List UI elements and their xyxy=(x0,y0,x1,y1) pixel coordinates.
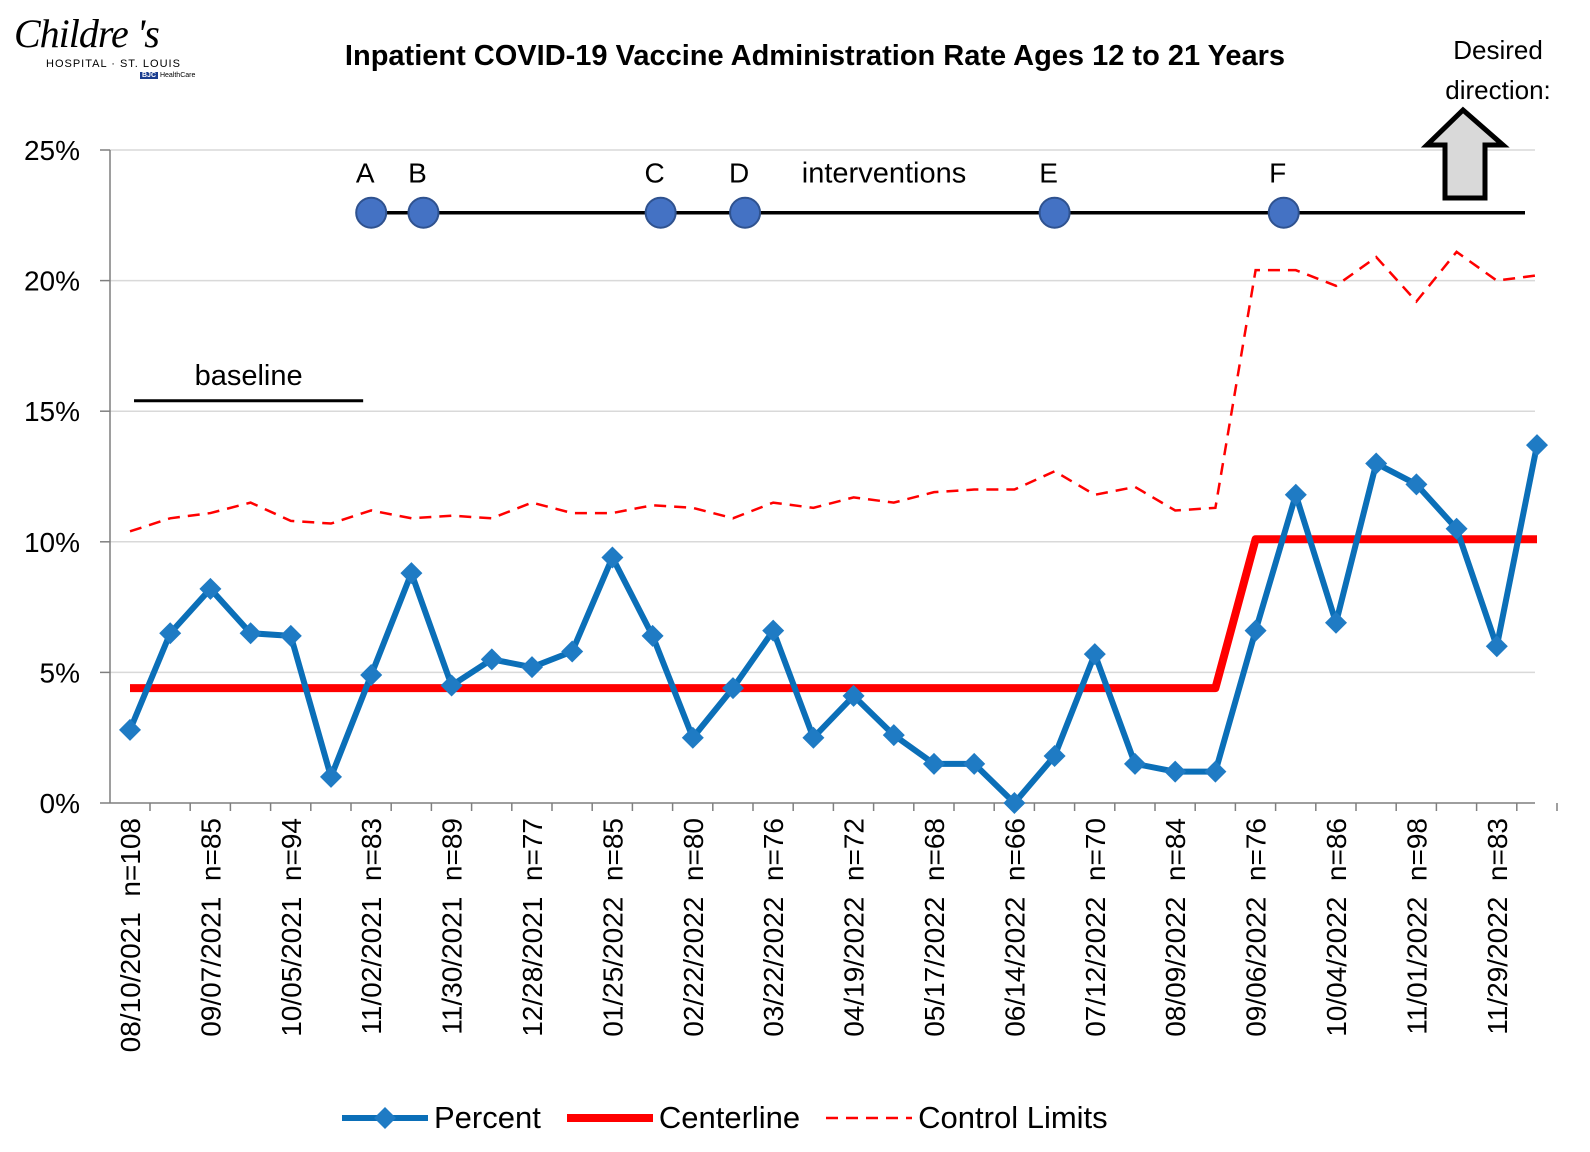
percent-marker xyxy=(1445,517,1468,540)
percent-marker xyxy=(882,724,905,747)
percent-marker xyxy=(239,622,262,645)
legend-percent-label: Percent xyxy=(434,1100,541,1135)
intervention-label: A xyxy=(356,158,375,189)
logo-partner-text: HealthCare xyxy=(159,72,196,79)
percent-marker xyxy=(923,752,945,775)
desired-direction-up-arrow-icon xyxy=(1420,106,1510,201)
legend-control-symbol xyxy=(826,1116,913,1120)
baseline-label: baseline xyxy=(195,360,303,392)
legend-item-centerline: Centerline xyxy=(565,1100,800,1136)
percent-marker xyxy=(159,622,182,645)
intervention-label: E xyxy=(1039,158,1058,189)
percent-marker xyxy=(1485,635,1508,658)
percent-marker xyxy=(360,664,383,687)
percent-marker xyxy=(279,624,302,647)
chart-legend: Percent Centerline Control Limits xyxy=(340,1098,1132,1138)
x-tick-label: 03/22/2022 n=76 xyxy=(758,818,789,1037)
x-tick-label: 11/30/2021 n=89 xyxy=(437,818,468,1035)
logo-name: Childre 's xyxy=(14,11,160,56)
percent-marker xyxy=(320,765,342,788)
percent-marker xyxy=(119,718,141,741)
logo-subtitle: HOSPITAL · ST. LOUIS xyxy=(46,58,181,70)
percent-marker xyxy=(842,684,865,707)
percent-marker xyxy=(641,624,664,647)
intervention-label: F xyxy=(1269,158,1286,189)
percent-marker xyxy=(1083,643,1106,666)
percent-marker xyxy=(400,562,423,585)
percent-marker xyxy=(440,674,463,697)
percent-marker xyxy=(521,656,543,679)
percent-marker xyxy=(1003,792,1026,814)
intervention-label: D xyxy=(729,158,749,189)
x-tick-label: 11/29/2022 n=83 xyxy=(1482,818,1513,1035)
y-tick-label: 15% xyxy=(24,396,80,427)
legend-percent-symbol xyxy=(342,1107,428,1129)
intervention-label: C xyxy=(645,158,665,189)
desired-direction-label: Desired direction: xyxy=(1445,35,1551,105)
x-tick-label: 12/28/2021 n=77 xyxy=(517,818,548,1037)
x-tick-label: 09/06/2022 n=76 xyxy=(1241,818,1272,1037)
percent-marker xyxy=(1124,752,1146,775)
legend-control-label: Control Limits xyxy=(918,1100,1108,1135)
percent-marker xyxy=(480,648,503,671)
percent-marker xyxy=(1405,473,1428,496)
percent-marker xyxy=(681,726,704,749)
chart-title: Inpatient COVID-19 Vaccine Administratio… xyxy=(344,40,1286,72)
intervention-dot xyxy=(644,196,677,229)
percent-marker xyxy=(601,546,624,569)
percent-marker xyxy=(1043,744,1066,767)
percent-marker xyxy=(762,619,785,642)
y-tick-label: 25% xyxy=(24,135,80,166)
x-tick-label: 08/10/2021 n=108 xyxy=(115,818,146,1052)
x-tick-label: 06/14/2022 n=66 xyxy=(999,818,1030,1037)
x-tick-label: 10/04/2022 n=86 xyxy=(1321,818,1352,1037)
x-tick-label: 05/17/2022 n=68 xyxy=(919,818,950,1037)
percent-marker xyxy=(1284,483,1307,506)
intervention-dot xyxy=(1267,196,1300,229)
childrens-hospital-logo: Childre 's HOSPITAL · ST. LOUIS BJC Heal… xyxy=(12,8,212,88)
legend-item-percent: Percent xyxy=(340,1100,541,1136)
legend-item-control-limits: Control Limits xyxy=(824,1100,1108,1136)
x-tick-label: 11/01/2022 n=98 xyxy=(1401,818,1432,1035)
percent-line xyxy=(127,444,1540,806)
x-tick-label: 11/02/2021 n=83 xyxy=(356,818,387,1035)
logo-partner: BJC HealthCare xyxy=(140,72,195,79)
x-tick-label: 08/09/2022 n=84 xyxy=(1160,818,1191,1037)
intervention-dot xyxy=(407,196,440,229)
intervention-dot xyxy=(355,196,388,229)
percent-marker xyxy=(1325,611,1347,634)
x-tick-label: 09/07/2021 n=85 xyxy=(195,818,226,1037)
intervention-dot xyxy=(729,196,762,229)
percent-marker xyxy=(1244,619,1267,642)
x-tick-label: 07/12/2022 n=70 xyxy=(1080,818,1111,1037)
x-tick-label: 02/22/2022 n=80 xyxy=(678,818,709,1037)
percent-marker xyxy=(722,677,744,700)
y-tick-label: 0% xyxy=(40,788,80,819)
control-limits-line xyxy=(129,250,1538,533)
percent-marker xyxy=(1204,760,1227,783)
y-tick-label: 10% xyxy=(24,527,80,558)
legend-centerline-symbol xyxy=(566,1114,653,1122)
percent-marker xyxy=(1164,760,1187,783)
intervention-dot xyxy=(1038,196,1071,229)
percent-marker xyxy=(802,726,825,749)
interventions-label: interventions xyxy=(802,158,966,190)
intervention-label: B xyxy=(408,158,427,189)
x-tick-label: 10/05/2021 n=94 xyxy=(276,818,307,1037)
percent-marker xyxy=(1526,434,1548,457)
x-tick-label: 04/19/2022 n=72 xyxy=(839,818,870,1037)
percent-marker xyxy=(561,640,584,663)
logo-partner-tag: BJC xyxy=(140,72,159,79)
x-tick-label: 01/25/2022 n=85 xyxy=(597,818,628,1037)
y-tick-label: 20% xyxy=(24,266,80,297)
percent-marker xyxy=(1365,452,1388,475)
percent-marker xyxy=(963,752,986,775)
legend-centerline-label: Centerline xyxy=(658,1100,801,1135)
centerline-line xyxy=(130,535,1537,693)
y-tick-label: 5% xyxy=(40,657,80,688)
percent-marker xyxy=(199,577,222,600)
